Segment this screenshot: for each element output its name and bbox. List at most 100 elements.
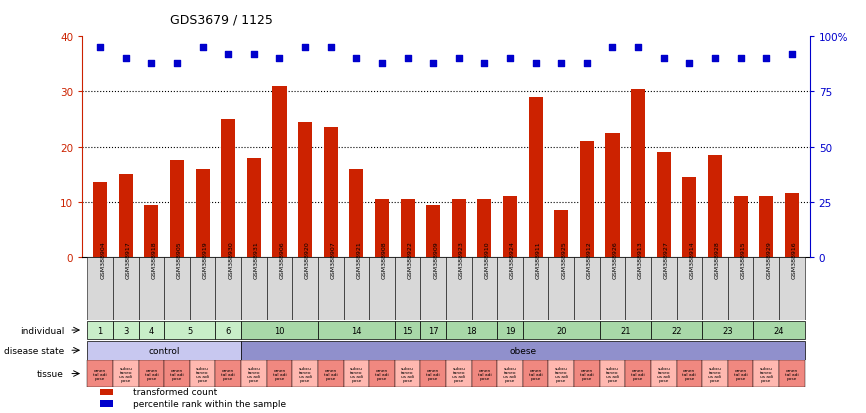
Text: GSM388926: GSM388926 — [612, 240, 617, 278]
FancyBboxPatch shape — [395, 361, 420, 387]
FancyBboxPatch shape — [779, 257, 805, 320]
FancyBboxPatch shape — [497, 321, 523, 339]
Text: omen
tal adi
pose: omen tal adi pose — [273, 368, 287, 380]
FancyBboxPatch shape — [727, 361, 753, 387]
FancyBboxPatch shape — [190, 361, 216, 387]
Text: omen
tal adi
pose: omen tal adi pose — [426, 368, 440, 380]
Text: omen
tal adi
pose: omen tal adi pose — [580, 368, 594, 380]
Text: 20: 20 — [556, 326, 566, 335]
FancyBboxPatch shape — [548, 257, 574, 320]
Point — [94, 45, 107, 52]
Bar — [298, 123, 312, 257]
Text: GSM388907: GSM388907 — [331, 240, 336, 278]
Text: percentile rank within the sample: percentile rank within the sample — [133, 399, 287, 408]
FancyBboxPatch shape — [420, 361, 446, 387]
FancyBboxPatch shape — [87, 361, 113, 387]
Text: GSM388927: GSM388927 — [663, 240, 669, 278]
Text: 24: 24 — [773, 326, 785, 335]
Bar — [221, 120, 236, 257]
Text: GSM388921: GSM388921 — [356, 240, 361, 278]
FancyBboxPatch shape — [87, 341, 241, 360]
Text: omen
tal adi
pose: omen tal adi pose — [631, 368, 645, 380]
Text: GSM388930: GSM388930 — [229, 240, 233, 278]
Bar — [554, 211, 568, 257]
Text: GSM388922: GSM388922 — [408, 240, 412, 278]
Text: 21: 21 — [620, 326, 630, 335]
Text: 23: 23 — [722, 326, 733, 335]
FancyBboxPatch shape — [113, 257, 139, 320]
FancyBboxPatch shape — [497, 257, 523, 320]
Text: transformed count: transformed count — [133, 387, 217, 396]
Text: subcu
taneo
us adi
pose: subcu taneo us adi pose — [708, 366, 721, 382]
Point — [401, 56, 415, 62]
FancyBboxPatch shape — [446, 321, 497, 339]
FancyBboxPatch shape — [216, 361, 241, 387]
Text: 14: 14 — [351, 326, 362, 335]
FancyBboxPatch shape — [318, 361, 344, 387]
Point — [605, 45, 619, 52]
Bar — [119, 175, 132, 257]
Text: omen
tal adi
pose: omen tal adi pose — [734, 368, 747, 380]
Text: subcu
taneo
us adi
pose: subcu taneo us adi pose — [452, 366, 465, 382]
FancyBboxPatch shape — [420, 321, 446, 339]
FancyBboxPatch shape — [523, 257, 548, 320]
Text: GSM388905: GSM388905 — [177, 240, 182, 278]
Bar — [349, 169, 364, 257]
FancyBboxPatch shape — [420, 257, 446, 320]
Point — [145, 60, 158, 67]
Point — [349, 56, 363, 62]
Point — [734, 56, 747, 62]
Text: GSM388911: GSM388911 — [536, 240, 540, 278]
Point — [656, 56, 670, 62]
Text: 18: 18 — [466, 326, 477, 335]
Text: subcu
taneo
us adi
pose: subcu taneo us adi pose — [503, 366, 517, 382]
Point — [554, 60, 568, 67]
Text: omen
tal adi
pose: omen tal adi pose — [324, 368, 338, 380]
Text: GSM388910: GSM388910 — [484, 240, 489, 278]
FancyBboxPatch shape — [267, 257, 293, 320]
FancyBboxPatch shape — [625, 257, 651, 320]
Point — [708, 56, 722, 62]
Text: GSM388925: GSM388925 — [561, 240, 566, 278]
FancyBboxPatch shape — [139, 257, 165, 320]
Text: 1: 1 — [98, 326, 103, 335]
Point — [426, 60, 440, 67]
Text: GSM388923: GSM388923 — [459, 240, 464, 278]
Text: 3: 3 — [123, 326, 128, 335]
FancyBboxPatch shape — [241, 361, 267, 387]
Bar — [656, 153, 671, 257]
FancyBboxPatch shape — [625, 361, 651, 387]
Text: omen
tal adi
pose: omen tal adi pose — [94, 368, 107, 380]
Text: GSM388913: GSM388913 — [638, 240, 643, 278]
FancyBboxPatch shape — [702, 257, 727, 320]
FancyBboxPatch shape — [753, 257, 779, 320]
Bar — [273, 87, 287, 257]
FancyBboxPatch shape — [779, 361, 805, 387]
Text: GSM388908: GSM388908 — [382, 240, 387, 278]
FancyBboxPatch shape — [139, 361, 165, 387]
FancyBboxPatch shape — [241, 257, 267, 320]
Point — [298, 45, 312, 52]
Text: GSM388917: GSM388917 — [126, 240, 131, 278]
Text: subcu
taneo
us adi
pose: subcu taneo us adi pose — [555, 366, 568, 382]
Text: omen
tal adi
pose: omen tal adi pose — [145, 368, 158, 380]
Text: subcu
taneo
us adi
pose: subcu taneo us adi pose — [248, 366, 261, 382]
FancyBboxPatch shape — [318, 257, 344, 320]
Text: GSM388929: GSM388929 — [766, 240, 771, 278]
Text: GSM388919: GSM388919 — [203, 240, 208, 278]
FancyBboxPatch shape — [241, 341, 805, 360]
Text: 22: 22 — [671, 326, 682, 335]
Text: omen
tal adi
pose: omen tal adi pose — [529, 368, 542, 380]
Text: 6: 6 — [225, 326, 231, 335]
FancyBboxPatch shape — [293, 361, 318, 387]
FancyBboxPatch shape — [369, 257, 395, 320]
FancyBboxPatch shape — [190, 257, 216, 320]
Text: GDS3679 / 1125: GDS3679 / 1125 — [170, 14, 273, 27]
Bar — [400, 199, 415, 257]
Point — [170, 60, 184, 67]
Point — [222, 52, 236, 58]
Text: 5: 5 — [187, 326, 192, 335]
Text: omen
tal adi
pose: omen tal adi pose — [375, 368, 389, 380]
Text: obese: obese — [509, 346, 536, 355]
FancyBboxPatch shape — [651, 361, 676, 387]
